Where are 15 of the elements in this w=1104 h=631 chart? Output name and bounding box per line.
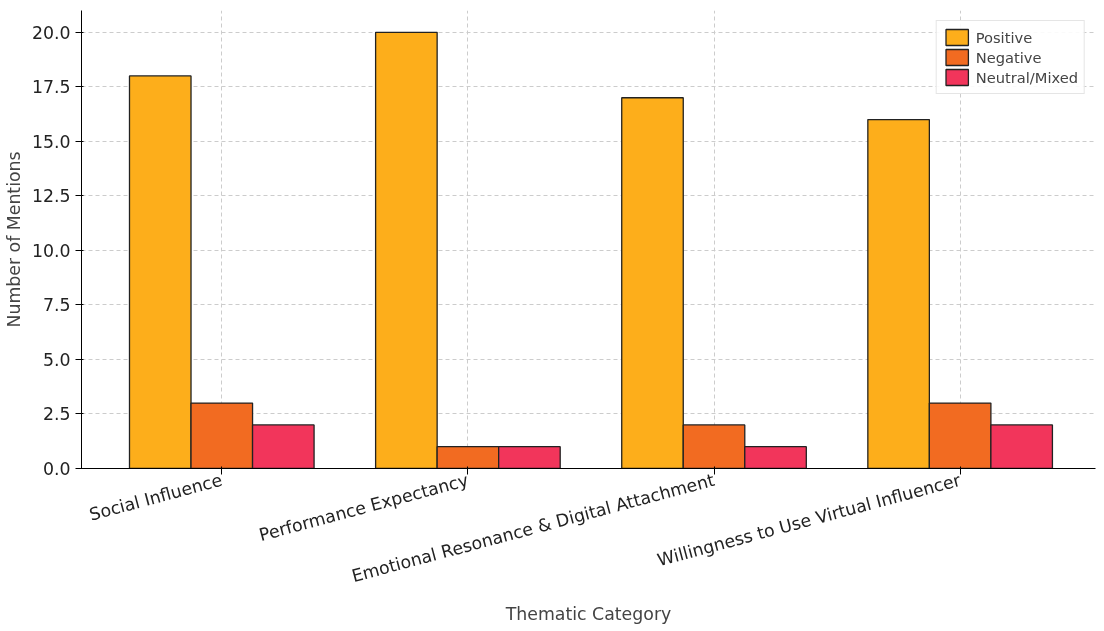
y-axis-title: Number of Mentions — [3, 151, 24, 328]
x-axis-title: Thematic Category — [504, 603, 672, 624]
y-tick-label: 0.0 — [42, 459, 71, 479]
y-tick-label: 12.5 — [31, 186, 71, 207]
x-tick-label: Social Influence — [87, 469, 225, 525]
legend-label: Negative — [975, 48, 1042, 66]
y-tick-label: 7.5 — [42, 295, 71, 316]
y-tick-label: 20.0 — [31, 22, 71, 43]
y-tick-label: 10.0 — [31, 240, 71, 261]
y-tick-label: 15.0 — [31, 131, 71, 152]
legend-label: Positive — [975, 28, 1033, 46]
y-tick-label: 2.5 — [42, 404, 71, 425]
y-tick-label: 17.5 — [31, 77, 71, 98]
legend-label: Neutral/Mixed — [975, 68, 1078, 86]
y-tick-label: 5.0 — [42, 349, 71, 370]
